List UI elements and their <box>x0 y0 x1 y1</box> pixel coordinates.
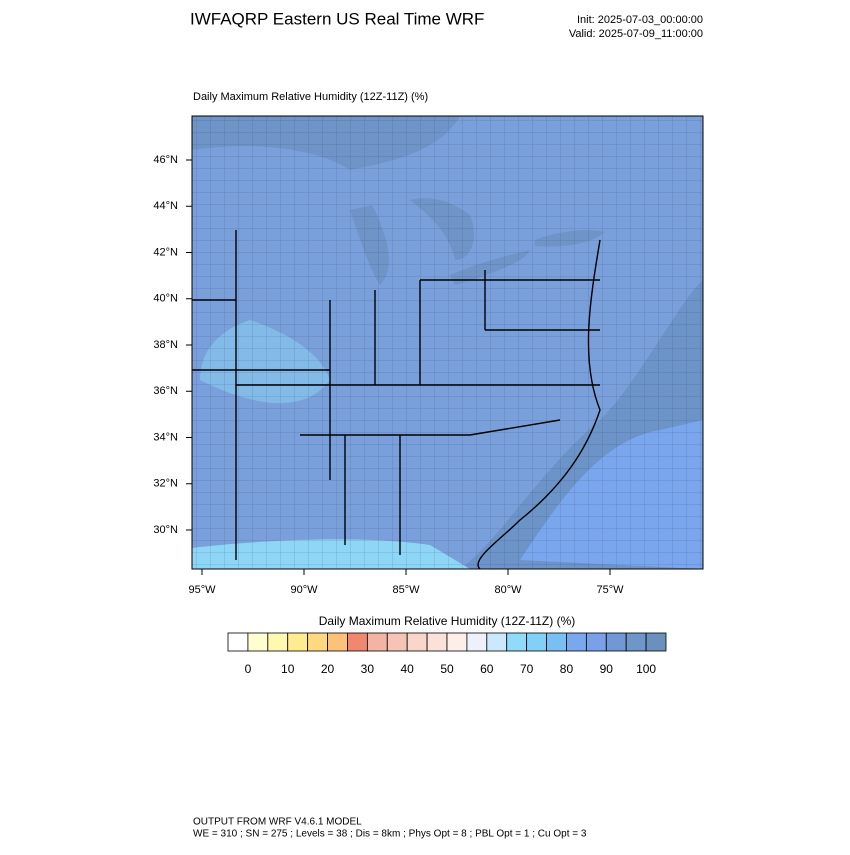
colorbar-box <box>227 632 249 652</box>
lat-axis: 46°N 44°N 42°N 40°N 38°N 36°N 34°N 32°N 30°N <box>153 154 192 536</box>
colorbar-label: 60 <box>480 662 494 676</box>
colorbar-box <box>347 632 368 652</box>
colorbar-box <box>625 632 647 652</box>
colorbar-label: 10 <box>281 662 295 676</box>
colorbar-box <box>307 632 328 652</box>
map: 46°N 44°N 42°N 40°N 38°N 36°N 34°N 32°N 30°N 95°… <box>153 115 704 596</box>
colorbar-label: 30 <box>361 662 375 676</box>
lat-label: 44°N <box>153 200 178 212</box>
coastline <box>477 239 601 569</box>
map-frame <box>191 115 704 570</box>
colorbar-box <box>267 632 289 652</box>
lon-axis: 95°W 90°W 85°W 80°W 75°W <box>188 569 624 596</box>
title: IWFAQRP Eastern US Real Time WRF <box>190 9 484 28</box>
init-time: Init: 2025-07-03_00:00:00 <box>577 14 703 26</box>
colorbar-label: 90 <box>600 662 614 676</box>
lat-label: 36°N <box>153 385 178 397</box>
valid-time: Valid: 2025-07-09_11:00:00 <box>569 28 703 40</box>
lat-label: 34°N <box>153 431 178 443</box>
colorbar-label: 20 <box>321 662 335 676</box>
colorbar-label: 40 <box>401 662 415 676</box>
colorbar: 0 10 20 30 40 50 60 70 80 90 100 <box>227 632 667 676</box>
colorbar-title: Daily Maximum Relative Humidity (12Z-11Z… <box>319 614 576 628</box>
colorbar-box <box>506 632 528 652</box>
colorbar-box <box>605 632 627 652</box>
colorbar-box <box>327 632 348 652</box>
lon-label: 90°W <box>290 584 318 596</box>
lat-label: 32°N <box>153 478 178 490</box>
lat-label: 30°N <box>153 524 178 536</box>
lat-label: 38°N <box>153 339 178 351</box>
colorbar-label: 50 <box>440 662 454 676</box>
map-label: Daily Maximum Relative Humidity (12Z-11Z… <box>193 91 428 103</box>
footer-line: OUTPUT FROM WRF V4.6.1 MODEL <box>193 817 362 828</box>
colorbar-box <box>287 632 309 652</box>
lat-label: 46°N <box>153 154 178 166</box>
colorbar-label: 0 <box>245 662 252 676</box>
colorbar-box <box>446 632 468 652</box>
lat-label: 42°N <box>153 246 178 258</box>
lon-label: 85°W <box>392 584 420 596</box>
lat-label: 40°N <box>153 293 178 305</box>
colorbar-label: 80 <box>560 662 574 676</box>
colorbar-box <box>546 632 567 652</box>
colorbar-box <box>645 632 667 652</box>
colorbar-box <box>566 632 587 652</box>
colorbar-box <box>486 632 508 652</box>
lon-label: 75°W <box>596 584 624 596</box>
colorbar-box <box>526 632 547 652</box>
colorbar-box <box>386 632 408 652</box>
colorbar-box <box>366 632 388 652</box>
colorbar-box <box>466 632 488 652</box>
footer-line: WE = 310 ; SN = 275 ; Levels = 38 ; Dis … <box>193 829 587 840</box>
colorbar-label: 100 <box>636 662 656 676</box>
lon-label: 95°W <box>188 584 216 596</box>
county-lines <box>192 116 703 569</box>
colorbar-box <box>426 632 448 652</box>
colorbar-box <box>585 632 607 652</box>
state-lines <box>192 230 600 560</box>
colorbar-label: 70 <box>520 662 534 676</box>
colorbar-box <box>406 632 428 652</box>
colorbar-box <box>247 632 269 652</box>
lon-label: 80°W <box>494 584 522 596</box>
